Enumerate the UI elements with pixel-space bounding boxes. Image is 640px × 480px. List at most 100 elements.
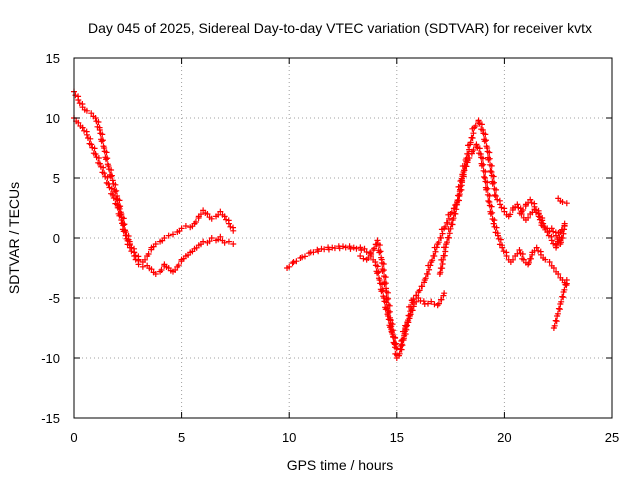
data-point — [145, 251, 152, 257]
data-point — [108, 167, 115, 173]
data-point — [103, 156, 110, 163]
data-point — [457, 186, 464, 193]
data-point — [105, 181, 112, 187]
data-point — [125, 236, 132, 243]
data-point — [480, 161, 487, 168]
data-point — [310, 249, 317, 256]
data-point — [95, 155, 102, 161]
data-point — [120, 228, 127, 235]
data-point — [561, 286, 568, 293]
data-point — [75, 119, 82, 126]
data-point — [131, 253, 138, 259]
data-point — [221, 213, 228, 220]
data-point — [482, 131, 489, 138]
data-point — [560, 230, 567, 237]
data-point — [376, 277, 383, 283]
data-point — [531, 203, 538, 210]
data-point — [470, 130, 477, 137]
data-point — [301, 253, 308, 260]
data-point — [112, 181, 119, 188]
data-point — [393, 345, 400, 352]
data-point — [486, 155, 493, 162]
data-point — [439, 230, 446, 237]
data-point — [491, 217, 498, 224]
data-point — [484, 185, 491, 192]
data-point — [221, 239, 228, 246]
data-point — [135, 261, 142, 268]
data-point — [478, 121, 485, 128]
data-point — [400, 335, 407, 342]
data-point — [437, 265, 444, 272]
data-point — [489, 209, 496, 216]
data-point — [491, 179, 498, 186]
data-point — [550, 240, 557, 247]
data-point — [225, 220, 232, 227]
data-point — [527, 196, 534, 203]
data-point — [541, 224, 548, 231]
data-point — [353, 245, 360, 252]
data-point — [532, 207, 539, 213]
data-point — [375, 269, 382, 276]
data-point — [384, 289, 391, 296]
series-track-8 — [518, 196, 568, 251]
data-point — [423, 270, 430, 277]
data-point — [482, 137, 489, 144]
data-point — [346, 243, 353, 250]
data-point — [489, 180, 496, 187]
x-tick-label: 10 — [282, 430, 296, 445]
data-point — [472, 123, 479, 129]
data-point — [461, 167, 468, 174]
data-point — [92, 115, 99, 121]
data-point — [493, 186, 500, 193]
data-point — [475, 117, 482, 124]
data-point — [561, 220, 568, 227]
data-point — [550, 228, 557, 235]
data-point — [525, 259, 532, 266]
y-tick-label: 0 — [53, 231, 60, 246]
data-point — [426, 266, 433, 273]
data-point — [217, 233, 224, 240]
data-point — [100, 164, 107, 171]
data-point — [88, 110, 95, 117]
data-point — [562, 281, 569, 288]
data-point — [554, 310, 561, 317]
data-point — [444, 234, 451, 241]
data-point — [425, 300, 432, 307]
data-marks — [71, 88, 570, 361]
data-point — [197, 211, 204, 218]
data-point — [540, 220, 547, 227]
data-point — [553, 242, 560, 249]
data-point — [286, 263, 293, 270]
data-point — [104, 155, 111, 162]
data-point — [223, 216, 230, 223]
data-point — [454, 197, 461, 204]
x-tick-label: 20 — [497, 430, 511, 445]
data-point — [113, 195, 120, 202]
data-point — [116, 205, 123, 212]
data-point — [117, 211, 124, 218]
data-point — [101, 170, 108, 177]
data-point — [422, 275, 429, 282]
y-tick-label: -15 — [41, 411, 60, 426]
data-point — [442, 223, 449, 230]
series-track-6 — [436, 141, 570, 287]
x-tick-label: 0 — [70, 430, 77, 445]
data-point — [113, 187, 120, 194]
data-point — [466, 155, 473, 161]
series-track-4 — [357, 237, 416, 361]
data-point — [488, 162, 495, 169]
data-point — [418, 283, 425, 290]
data-point — [122, 232, 129, 239]
data-point — [520, 256, 527, 263]
data-point — [340, 243, 346, 250]
data-point — [388, 328, 395, 335]
data-point — [325, 246, 332, 253]
data-point — [342, 244, 349, 251]
data-point — [379, 268, 386, 275]
data-point — [357, 244, 364, 251]
data-point — [563, 200, 570, 207]
data-point — [128, 248, 135, 255]
data-point — [114, 201, 121, 208]
data-point — [516, 247, 523, 253]
data-point — [494, 232, 501, 239]
